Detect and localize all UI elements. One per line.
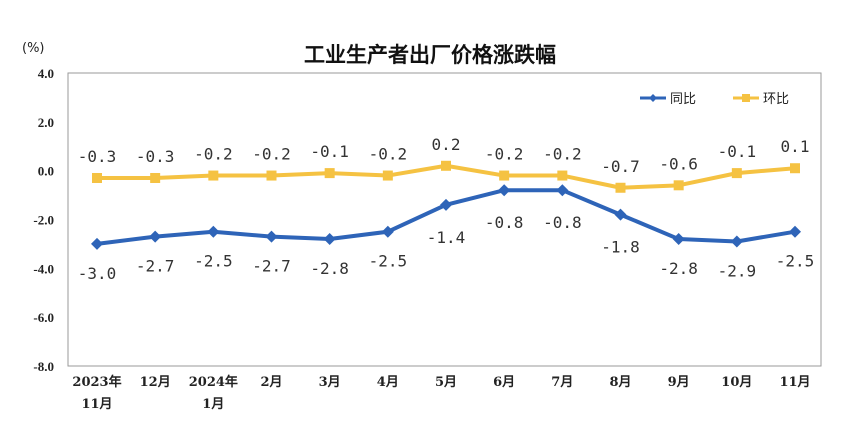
x-tick-label: 12月 (140, 375, 171, 390)
point-marker (731, 168, 742, 179)
x-tick-label: 3月 (319, 375, 341, 390)
data-label: -3.0 (78, 264, 117, 283)
data-label: -0.2 (485, 145, 524, 164)
data-label: -2.9 (718, 261, 757, 280)
x-tick-label: 2024年 1月 (189, 374, 238, 412)
data-label: -2.5 (369, 252, 408, 271)
x-tick-label: 8月 (609, 375, 631, 390)
y-tick-label: 4.0 (38, 66, 54, 81)
y-tick-label: 2.0 (38, 115, 54, 130)
legend: 同比 环比 (640, 92, 789, 107)
point-marker (149, 230, 162, 243)
data-label: -2.8 (310, 259, 349, 278)
data-label: -0.8 (485, 213, 524, 232)
point-marker (556, 184, 569, 197)
point-marker (498, 184, 511, 197)
data-label: -0.3 (78, 147, 117, 166)
point-marker (323, 233, 336, 246)
data-label: -0.3 (136, 147, 175, 166)
point-marker (615, 182, 626, 193)
chart-title: 工业生产者出厂价格涨跌幅 (304, 43, 556, 67)
point-marker (440, 198, 452, 211)
data-label: 0.2 (432, 135, 461, 154)
point-marker (208, 170, 219, 181)
data-label: -0.6 (659, 154, 698, 173)
point-marker (672, 233, 685, 246)
x-tick-label: 2月 (260, 375, 282, 390)
x-tick-label: 11月 (779, 375, 810, 390)
y-tick-label: -4.0 (33, 261, 54, 276)
point-marker (382, 170, 393, 181)
point-marker (789, 225, 801, 238)
legend-marker (742, 94, 750, 102)
data-label: -0.7 (601, 157, 640, 176)
data-label: 0.1 (781, 137, 810, 156)
x-tick-label: 4月 (377, 375, 399, 390)
point-marker (499, 170, 510, 181)
x-tick-label: 9月 (668, 375, 690, 390)
series-layer (91, 160, 801, 250)
data-label: -2.7 (136, 257, 175, 276)
y-tick-label: 0.0 (38, 164, 54, 179)
legend-marker (649, 94, 657, 102)
data-label: -1.4 (427, 228, 466, 247)
x-tick-label: 2023年 11月 (72, 374, 121, 412)
data-label: -0.2 (369, 145, 408, 164)
y-tick-label: -6.0 (33, 310, 54, 325)
data-label: -2.5 (194, 252, 233, 271)
data-label: -2.7 (252, 257, 291, 276)
y-tick-label: -8.0 (33, 359, 54, 374)
plot-frame (67, 72, 822, 367)
data-label: -0.1 (718, 142, 757, 161)
data-label: -2.5 (776, 252, 815, 271)
point-marker (673, 180, 684, 191)
point-marker (266, 170, 277, 181)
data-label: -0.2 (194, 145, 233, 164)
x-axis: 2023年 11月 12月 2024年 1月 2月 3月 4月 5月 6月 7月 8月 9月 10月 11月 (72, 374, 810, 412)
data-label: -2.8 (659, 259, 698, 278)
point-marker (324, 168, 335, 179)
data-label: -0.2 (252, 145, 291, 164)
x-tick-label: 10月 (721, 375, 752, 390)
data-label: -0.2 (543, 145, 582, 164)
y-tick-label: -2.0 (33, 213, 54, 228)
point-marker (92, 172, 102, 183)
point-marker (265, 230, 278, 243)
data-label: -0.8 (543, 213, 582, 232)
data-label: -1.8 (601, 238, 640, 257)
point-marker (557, 170, 568, 181)
point-marker (207, 225, 220, 238)
legend-label: 同比 (670, 92, 696, 107)
y-axis: 4.0 2.0 0.0 -2.0 -4.0 -6.0 -8.0 (33, 66, 54, 374)
point-marker (91, 237, 103, 250)
point-marker (790, 163, 800, 174)
point-marker (381, 225, 394, 238)
x-tick-label: 7月 (551, 375, 573, 390)
point-marker (441, 160, 451, 171)
point-marker (614, 208, 627, 221)
point-marker (730, 235, 743, 248)
legend-label: 环比 (763, 92, 789, 107)
data-label: -0.1 (310, 142, 349, 161)
y-unit-label: (%) (22, 41, 45, 56)
point-marker (150, 172, 161, 183)
x-tick-label: 6月 (493, 375, 515, 390)
data-labels: -3.0 -2.7 -2.5 -2.7 -2.8 -2.5 -1.4 -0.8 -0.8 -1.8… (78, 135, 815, 283)
x-tick-label: 5月 (435, 375, 457, 390)
